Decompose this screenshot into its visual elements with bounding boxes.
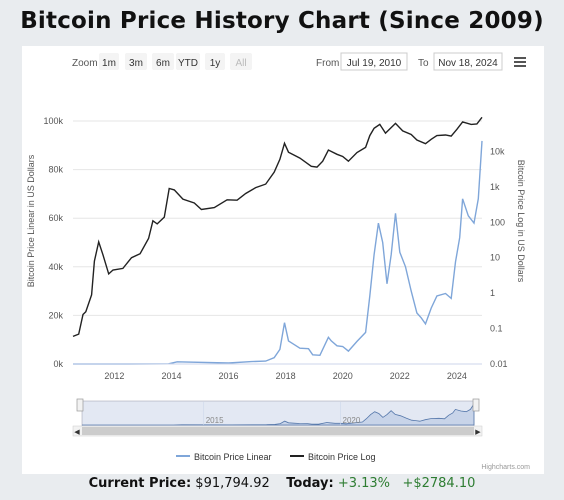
x-tick-label: 2012 <box>104 371 124 381</box>
zoom-1m-label: 1m <box>102 58 116 69</box>
legend-linear-label[interactable]: Bitcoin Price Linear <box>194 452 272 462</box>
right-axis-label: Bitcoin Price Log in US Dollars <box>516 160 526 283</box>
left-axis-label: Bitcoin Price Linear in US Dollars <box>26 154 36 287</box>
zoom-1y-label: 1y <box>210 58 221 69</box>
today-change-amount: +$2784.10 <box>402 476 476 491</box>
zoom-3m-button[interactable] <box>125 53 147 70</box>
price-footer: Current Price: $91,794.92 Today: +3.13% … <box>0 476 564 491</box>
chart-card: Zoom 1m 3m 6m YTD 1y All From Jul 19, 20… <box>22 46 544 474</box>
x-tick-label: 2018 <box>276 371 296 381</box>
left-tick-label: 40k <box>48 262 63 272</box>
highcharts-credit[interactable]: Highcharts.com <box>481 464 530 471</box>
to-date-value: Nov 18, 2024 <box>438 58 498 69</box>
legend: Bitcoin Price Linear Bitcoin Price Log <box>176 452 376 462</box>
chart-svg: Zoom 1m 3m 6m YTD 1y All From Jul 19, 20… <box>26 52 530 471</box>
right-tick-label: 1 <box>490 288 495 298</box>
x-tick-label: 2020 <box>333 371 353 381</box>
navigator-left-handle[interactable] <box>76 398 84 412</box>
zoom-6m-button[interactable] <box>152 53 174 70</box>
scroll-left-arrow-icon[interactable]: ◀ <box>74 429 80 436</box>
left-tick-label: 0k <box>53 359 63 369</box>
left-tick-label: 20k <box>48 310 63 320</box>
zoom-ytd-button[interactable] <box>176 53 200 70</box>
x-axis-ticks: 2012 2014 2016 2018 2020 2022 2024 <box>104 371 467 381</box>
hamburger-menu-icon[interactable] <box>514 57 526 67</box>
zoom-all-button[interactable] <box>230 53 252 70</box>
zoom-all-label: All <box>235 58 246 69</box>
right-tick-label: 10 <box>490 253 500 263</box>
to-label: To <box>418 58 429 69</box>
zoom-label: Zoom <box>72 58 98 69</box>
left-tick-label: 80k <box>48 165 63 175</box>
left-tick-label: 60k <box>48 213 63 223</box>
grid-lines <box>73 120 482 365</box>
right-tick-label: 10k <box>490 146 505 156</box>
legend-log-label[interactable]: Bitcoin Price Log <box>308 452 376 462</box>
from-date-value: Jul 19, 2010 <box>347 58 402 69</box>
navigator-tick-label: 2015 <box>206 416 224 425</box>
right-tick-label: 100 <box>490 217 505 227</box>
right-tick-label: 1k <box>490 182 500 192</box>
from-date-input[interactable] <box>340 52 408 71</box>
zoom-6m-label: 6m <box>156 58 170 69</box>
x-tick-label: 2024 <box>447 371 467 381</box>
left-axis-ticks: 0k 20k 40k 60k 80k 100k <box>43 116 63 369</box>
to-date-input[interactable] <box>433 52 503 71</box>
from-label: From <box>316 58 339 69</box>
zoom-1m-button[interactable] <box>99 53 119 70</box>
right-tick-label: 0.1 <box>490 324 503 334</box>
current-price-label: Current Price: <box>88 476 192 491</box>
left-tick-label: 100k <box>43 116 63 126</box>
today-label: Today: <box>286 476 334 491</box>
x-tick-label: 2022 <box>390 371 410 381</box>
navigator-series <box>82 402 475 426</box>
current-price-value: $91,794.92 <box>195 476 270 491</box>
navigator-tick-label: 2020 <box>343 416 361 425</box>
zoom-3m-label: 3m <box>129 58 143 69</box>
navigator-scrollbar-thumb[interactable] <box>82 427 474 435</box>
zoom-ytd-label: YTD <box>178 58 198 69</box>
navigator-right-handle[interactable] <box>472 398 480 412</box>
right-tick-label: 0.01 <box>490 359 508 369</box>
page-title: Bitcoin Price History Chart (Since 2009) <box>20 8 544 34</box>
navigator-ticks: 2015 2020 <box>203 402 361 425</box>
series-log-line <box>72 116 483 338</box>
zoom-buttons: 1m 3m 6m YTD 1y All <box>99 53 252 70</box>
x-tick-label: 2016 <box>219 371 239 381</box>
scroll-right-arrow-icon[interactable]: ▶ <box>475 429 481 436</box>
right-axis-ticks: 0.01 0.1 1 10 100 1k 10k <box>490 146 508 369</box>
zoom-1y-button[interactable] <box>205 53 225 70</box>
today-change-percent: +3.13% <box>337 476 391 491</box>
x-tick-label: 2014 <box>161 371 181 381</box>
series-linear-line <box>73 140 483 365</box>
